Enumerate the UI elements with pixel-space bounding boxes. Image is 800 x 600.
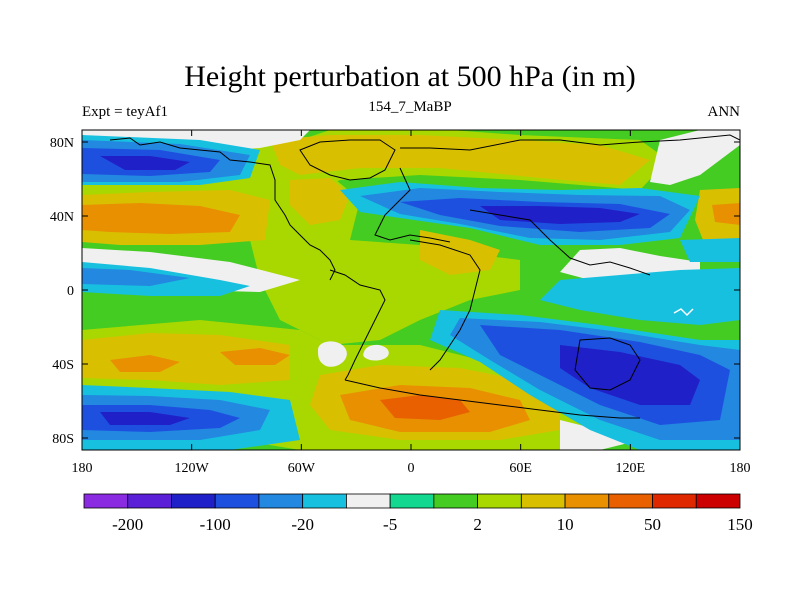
coast-africa [409, 239, 481, 371]
coast-europe [374, 167, 451, 243]
white-ring-1 [318, 341, 347, 367]
db-south-east [560, 345, 700, 405]
colorbar-label: -20 [291, 515, 314, 534]
colorbar-swatch [83, 493, 129, 509]
colorbar-swatch [171, 493, 216, 509]
yellow-north-arctic [270, 135, 650, 185]
coast-australia [574, 337, 641, 391]
orange-south-mid [220, 348, 290, 365]
experiment-label: Expt = teyAf1 [82, 104, 168, 120]
orange-south-west [110, 355, 180, 372]
colorbar-swatch [477, 493, 522, 509]
x-tick-label: 60E [509, 461, 532, 476]
y-tick-label: 40N [50, 210, 74, 225]
colorbar-label: 50 [644, 515, 661, 534]
y-tick-label: 80N [50, 136, 74, 151]
contour-fill-layers [82, 130, 740, 450]
map-title: Height perturbation at 500 hPa (in m) [184, 60, 636, 93]
yellow-atlantic-east [420, 230, 500, 275]
mb-tropical-west [82, 268, 190, 286]
colorbar-swatch [520, 493, 566, 509]
colorbar-swatch [127, 493, 172, 509]
coast-south-america [329, 269, 386, 381]
x-tick-label: 120W [175, 461, 210, 476]
colorbar-label: -100 [200, 515, 231, 534]
colorbar-label: 2 [473, 515, 482, 534]
white-south-east [560, 420, 640, 450]
orange-east [712, 203, 740, 225]
coast-eurasia [400, 134, 740, 151]
colorbar-swatch [345, 493, 391, 509]
period-label: 154_7_MaBP [368, 99, 451, 115]
colorbar-swatch [214, 493, 260, 509]
db-north-east [480, 206, 640, 224]
coast-small-feature [673, 308, 694, 317]
colorbar-swatch [695, 493, 741, 509]
colorbar-swatch [608, 493, 653, 509]
colorbar-label: -200 [112, 515, 143, 534]
coast-north-america [109, 137, 336, 281]
x-axis: 180 120W 60W 0 60E 120E 180 [72, 130, 751, 476]
season-label: ANN [708, 104, 741, 120]
colorbar-swatch [564, 493, 610, 509]
map-field [82, 130, 740, 450]
colorbar: -200 -100 -20 -5 2 10 50 150 [83, 493, 753, 534]
band-darkorange [380, 395, 470, 420]
colorbar-swatch [302, 493, 347, 509]
y-tick-label: 40S [52, 358, 74, 373]
db-south-west [100, 412, 190, 425]
colorbar-swatch [652, 493, 697, 509]
colorbar-swatch [389, 493, 435, 509]
white-east-north [650, 130, 740, 185]
coast-asia [469, 209, 651, 276]
x-tick-label: 180 [730, 461, 751, 476]
band-darkblue [100, 156, 700, 425]
coast-antarctica [344, 379, 640, 419]
coastlines [109, 134, 740, 419]
y-axis: 80N 40N 0 40S 80S [50, 136, 740, 447]
colorbar-label: -5 [383, 515, 397, 534]
coast-greenland [299, 139, 396, 181]
white-ring-2 [363, 344, 389, 361]
x-tick-label: 180 [72, 461, 93, 476]
colorbar-label: 150 [727, 515, 753, 534]
x-tick-label: 0 [408, 461, 415, 476]
x-tick-label: 120E [616, 461, 646, 476]
colorbar-label: 10 [557, 515, 574, 534]
yellow-north-atlantic [290, 178, 350, 225]
cyan-east-tropical [540, 268, 740, 325]
cyan-east-north-band [680, 238, 740, 262]
x-tick-label: 60W [288, 461, 316, 476]
orange-north-pacific [82, 203, 240, 234]
y-tick-label: 0 [67, 284, 74, 299]
darkorange-south-atlantic [380, 395, 470, 420]
colorbar-swatch [433, 493, 479, 509]
y-tick-label: 80S [52, 432, 74, 447]
db-north-west [100, 156, 190, 170]
colorbar-swatch [258, 493, 304, 509]
